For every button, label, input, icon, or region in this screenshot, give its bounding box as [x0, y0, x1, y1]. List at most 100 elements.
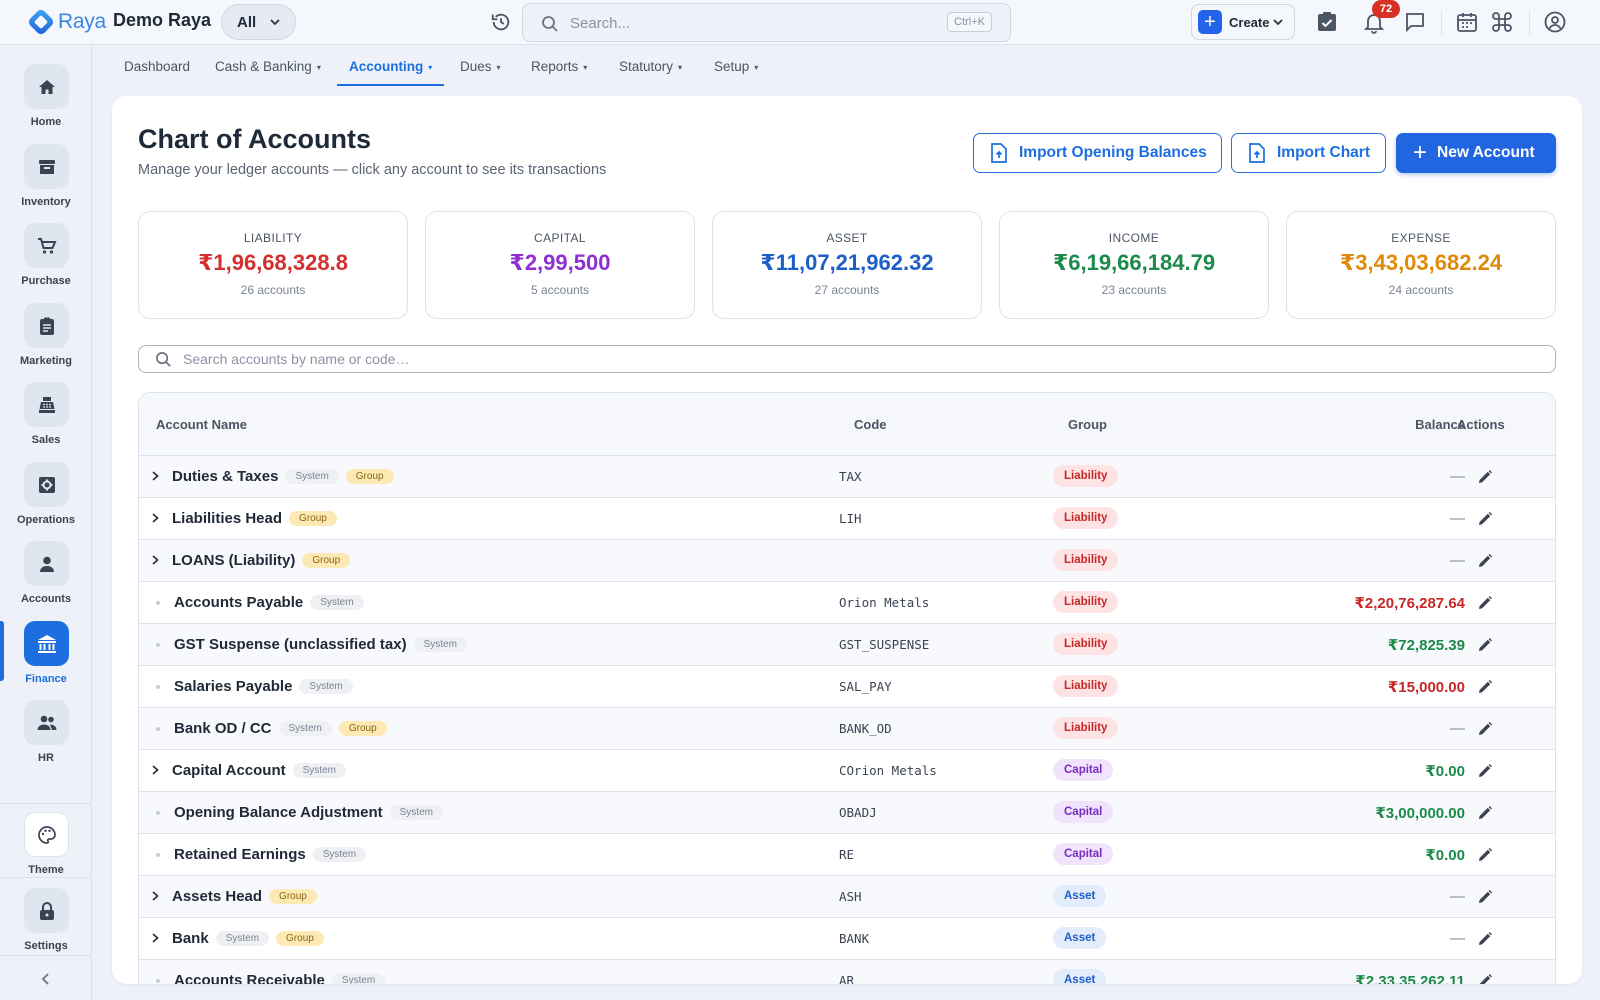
account-name-cell[interactable]: Bank OD / CC System Group [174, 720, 387, 737]
table-row[interactable]: Assets Head Group ASH Asset — [139, 876, 1555, 918]
edit-pencil-icon[interactable] [1477, 511, 1493, 527]
tab-cash-banking[interactable]: Cash & Banking ▾ [215, 59, 321, 74]
account-name[interactable]: Assets Head [172, 888, 263, 905]
edit-pencil-icon[interactable] [1477, 553, 1493, 569]
account-name-cell[interactable]: Opening Balance Adjustment System [174, 804, 443, 821]
chat-icon[interactable] [1403, 10, 1427, 34]
col-header-account-name[interactable]: Account Name [156, 417, 248, 432]
sidebar-item-settings[interactable]: Settings [0, 886, 92, 964]
edit-pencil-icon[interactable] [1477, 973, 1493, 984]
account-name[interactable]: Salaries Payable [174, 678, 293, 695]
account-name-cell[interactable]: GST Suspense (unclassified tax) System [174, 636, 467, 653]
create-button[interactable]: + Create [1191, 4, 1295, 40]
table-row[interactable]: LOANS (Liability) Group Liability — [139, 540, 1555, 582]
account-search-input[interactable]: Search accounts by name or code… [138, 345, 1556, 373]
edit-pencil-icon[interactable] [1477, 721, 1493, 737]
sidebar-item-hr[interactable]: HR [0, 698, 92, 776]
account-name[interactable]: GST Suspense (unclassified tax) [174, 636, 407, 653]
table-row[interactable]: Retained Earnings System RE Capital ₹0.00 [139, 834, 1555, 876]
table-row[interactable]: Salaries Payable System SAL_PAY Liability ₹1… [139, 666, 1555, 708]
sidebar-item-accounts[interactable]: Accounts [0, 539, 92, 617]
sidebar-item-sales[interactable]: Sales [0, 380, 92, 458]
tab-reports[interactable]: Reports ▾ [531, 59, 588, 74]
account-name-cell[interactable]: Salaries Payable System [174, 678, 353, 695]
account-name[interactable]: Opening Balance Adjustment [174, 804, 383, 821]
import-opening-balances-button[interactable]: Import Opening Balances [973, 133, 1222, 173]
account-name[interactable]: LOANS (Liability) [172, 552, 296, 569]
table-row[interactable]: Bank System Group BANK Asset — [139, 918, 1555, 960]
table-row[interactable]: Duties & Taxes System Group TAX Liability — [139, 456, 1555, 498]
account-name[interactable]: Duties & Taxes [172, 468, 279, 485]
col-header-balance[interactable]: Balance [1415, 417, 1465, 432]
sidebar-item-theme[interactable]: Theme [0, 810, 92, 888]
sidebar-item-purchase[interactable]: Purchase [0, 221, 92, 299]
new-account-button[interactable]: + New Account [1396, 133, 1556, 173]
table-row[interactable]: GST Suspense (unclassified tax) System GST… [139, 624, 1555, 666]
edit-pencil-icon[interactable] [1477, 805, 1493, 821]
calendar-icon[interactable] [1455, 10, 1479, 34]
sidebar-item-inventory[interactable]: Inventory [0, 142, 92, 220]
account-name[interactable]: Accounts Receivable [174, 972, 325, 984]
chevron-right-icon[interactable] [150, 512, 160, 524]
tab-statutory[interactable]: Statutory ▾ [619, 59, 683, 74]
account-name-cell[interactable]: Assets Head Group [172, 888, 317, 905]
user-avatar-icon[interactable] [1543, 10, 1567, 34]
stat-card-expense[interactable]: EXPENSE ₹3,43,03,682.24 24 accounts [1286, 211, 1556, 319]
edit-pencil-icon[interactable] [1477, 847, 1493, 863]
edit-pencil-icon[interactable] [1477, 679, 1493, 695]
tab-accounting[interactable]: Accounting ▾ [337, 52, 445, 86]
chevron-right-icon[interactable] [150, 554, 160, 566]
stat-card-capital[interactable]: CAPITAL ₹2,99,500 5 accounts [425, 211, 695, 319]
edit-pencil-icon[interactable] [1477, 469, 1493, 485]
app-logo[interactable]: Raya [26, 7, 106, 37]
scope-select[interactable]: All [221, 4, 296, 40]
account-name-cell[interactable]: Accounts Receivable System [174, 972, 386, 984]
tab-dues[interactable]: Dues ▾ [460, 59, 501, 74]
account-name[interactable]: Bank OD / CC [174, 720, 272, 737]
tasks-check-icon[interactable] [1315, 10, 1339, 34]
command-icon[interactable] [1490, 10, 1514, 34]
chevron-right-icon[interactable] [150, 470, 160, 482]
table-row[interactable]: Bank OD / CC System Group BANK_OD Liability — [139, 708, 1555, 750]
edit-pencil-icon[interactable] [1477, 889, 1493, 905]
edit-pencil-icon[interactable] [1477, 637, 1493, 653]
sidebar-item-home[interactable]: Home [0, 62, 92, 140]
edit-pencil-icon[interactable] [1477, 763, 1493, 779]
account-name-cell[interactable]: Capital Account System [172, 762, 346, 779]
sidebar-item-finance[interactable]: Finance [0, 619, 92, 697]
account-name[interactable]: Capital Account [172, 762, 286, 779]
chevron-right-icon[interactable] [150, 932, 160, 944]
account-name-cell[interactable]: LOANS (Liability) Group [172, 552, 351, 569]
stat-card-income[interactable]: INCOME ₹6,19,66,184.79 23 accounts [999, 211, 1269, 319]
account-name-cell[interactable]: Retained Earnings System [174, 846, 367, 863]
tab-dashboard[interactable]: Dashboard [124, 59, 191, 74]
edit-pencil-icon[interactable] [1477, 931, 1493, 947]
global-search-input[interactable]: Search... Ctrl+K [522, 3, 1011, 42]
account-name[interactable]: Retained Earnings [174, 846, 306, 863]
table-row[interactable]: Capital Account System COrion Metals Capita… [139, 750, 1555, 792]
stat-card-asset[interactable]: ASSET ₹11,07,21,962.32 27 accounts [712, 211, 982, 319]
table-row[interactable]: Opening Balance Adjustment System OBADJ Cap… [139, 792, 1555, 834]
import-chart-button[interactable]: Import Chart [1231, 133, 1386, 173]
table-row[interactable]: Accounts Receivable System AR Asset ₹2,33,35… [139, 960, 1555, 984]
tab-setup[interactable]: Setup ▾ [714, 59, 759, 74]
table-row[interactable]: Accounts Payable System Orion Metals Liabil… [139, 582, 1555, 624]
edit-pencil-icon[interactable] [1477, 595, 1493, 611]
account-name-cell[interactable]: Bank System Group [172, 930, 324, 947]
account-name-cell[interactable]: Accounts Payable System [174, 594, 364, 611]
account-name[interactable]: Accounts Payable [174, 594, 304, 611]
chevron-right-icon[interactable] [150, 890, 160, 902]
account-name-cell[interactable]: Duties & Taxes System Group [172, 468, 394, 485]
stat-card-liability[interactable]: LIABILITY ₹1,96,68,328.8 26 accounts [138, 211, 408, 319]
account-name[interactable]: Bank [172, 930, 209, 947]
history-icon[interactable] [490, 11, 512, 33]
col-header-group[interactable]: Group [1068, 417, 1107, 432]
table-row[interactable]: Liabilities Head Group LIH Liability — [139, 498, 1555, 540]
collapse-sidebar-icon[interactable] [36, 969, 56, 989]
chevron-right-icon[interactable] [150, 764, 160, 776]
sidebar-item-marketing[interactable]: Marketing [0, 301, 92, 379]
account-name-cell[interactable]: Liabilities Head Group [172, 510, 337, 527]
sidebar-item-operations[interactable]: Operations [0, 460, 92, 538]
account-name[interactable]: Liabilities Head [172, 510, 283, 527]
col-header-code[interactable]: Code [854, 417, 887, 432]
